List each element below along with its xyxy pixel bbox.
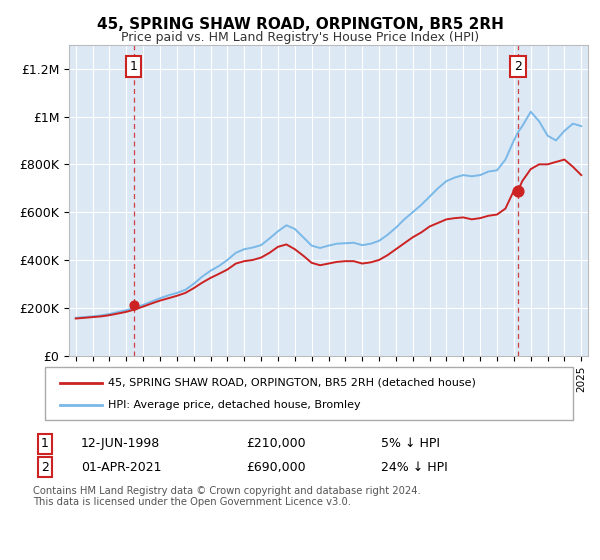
Point (513, 186, 523, 195)
Text: 24% ↓ HPI: 24% ↓ HPI (381, 460, 448, 474)
Text: HPI: Average price, detached house, Bromley: HPI: Average price, detached house, Brom… (108, 400, 361, 410)
Text: £210,000: £210,000 (246, 437, 305, 450)
Text: Contains HM Land Registry data © Crown copyright and database right 2024.: Contains HM Land Registry data © Crown c… (33, 486, 421, 496)
Text: 2: 2 (514, 60, 522, 73)
Text: 5% ↓ HPI: 5% ↓ HPI (381, 437, 440, 450)
Text: 45, SPRING SHAW ROAD, ORPINGTON, BR5 2RH (detached house): 45, SPRING SHAW ROAD, ORPINGTON, BR5 2RH… (108, 378, 476, 388)
Text: 2: 2 (41, 460, 49, 474)
Text: £690,000: £690,000 (246, 460, 305, 474)
Text: This data is licensed under the Open Government Licence v3.0.: This data is licensed under the Open Gov… (33, 497, 351, 507)
Text: 45, SPRING SHAW ROAD, ORPINGTON, BR5 2RH: 45, SPRING SHAW ROAD, ORPINGTON, BR5 2RH (97, 17, 503, 31)
Text: Price paid vs. HM Land Registry's House Price Index (HPI): Price paid vs. HM Land Registry's House … (121, 31, 479, 44)
Text: 01-APR-2021: 01-APR-2021 (81, 460, 161, 474)
Text: 1: 1 (130, 60, 137, 73)
Text: 12-JUN-1998: 12-JUN-1998 (81, 437, 160, 450)
Point (129, 301, 139, 310)
Text: 1: 1 (41, 437, 49, 450)
